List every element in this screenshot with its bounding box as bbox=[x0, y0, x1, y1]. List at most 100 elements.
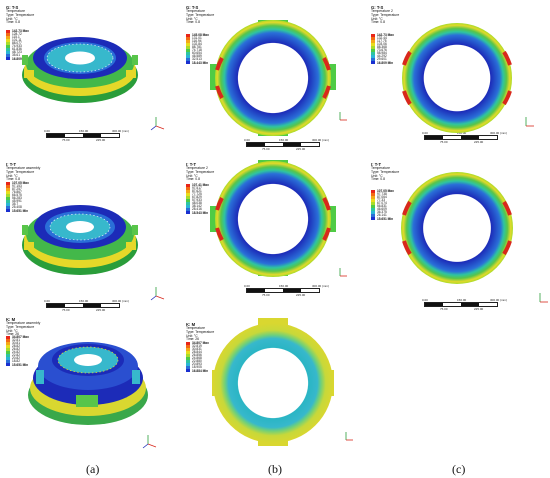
legend-value-label: 132.44 bbox=[377, 36, 387, 40]
legend-swatch bbox=[371, 193, 375, 196]
legend-swatch bbox=[186, 357, 190, 360]
legend-value-label: 77.725 bbox=[192, 192, 202, 196]
legend-value-label: 32.819 bbox=[192, 344, 202, 348]
legend-value-label: 58.984 bbox=[377, 51, 387, 55]
legend-value-label: 48.723 bbox=[12, 50, 22, 54]
legend-value-label: 61.836 bbox=[12, 47, 22, 51]
legend-value-label: 48.038 bbox=[192, 201, 202, 205]
legend-swatch bbox=[6, 200, 10, 203]
legend-swatch bbox=[186, 345, 190, 348]
panel-title: I: T-T bbox=[186, 162, 197, 167]
legend-swatch bbox=[186, 58, 190, 61]
legend-value-label: 45.991 bbox=[12, 199, 22, 203]
scale-bar-a1 bbox=[46, 133, 120, 138]
color-legend-b3 bbox=[186, 342, 190, 372]
panel-subtitle-line: Type: Temperature bbox=[186, 12, 215, 17]
panel-subtitle-line: Time: 26 bbox=[186, 337, 200, 342]
legend-swatch bbox=[6, 354, 10, 357]
legend-swatch bbox=[371, 214, 375, 217]
panel-title: K: M bbox=[6, 317, 16, 322]
legend-swatch bbox=[186, 348, 190, 351]
scale-label: 225.00 bbox=[96, 138, 106, 142]
legend-min-label: 18.543 Min bbox=[192, 211, 209, 215]
scale-label: 300.00 (mm) bbox=[312, 284, 330, 288]
legend-swatch bbox=[186, 202, 190, 205]
panel-subtitle-line: Unit: °C bbox=[186, 333, 198, 338]
legend-swatch bbox=[371, 205, 375, 208]
panel-subtitle-line: Unit: °C bbox=[371, 173, 383, 178]
panel-subtitle-line: Time: 26 bbox=[6, 332, 20, 337]
legend-swatch bbox=[6, 348, 10, 351]
scale-segment bbox=[265, 289, 283, 292]
axis-triad-a2 bbox=[150, 287, 165, 301]
legend-swatch bbox=[371, 49, 375, 52]
panel-header-c2: I: T-T Temperature Type: Temperature Unit: … bbox=[371, 162, 399, 182]
legend-swatch bbox=[186, 190, 190, 193]
legend-swatch bbox=[186, 205, 190, 208]
legend-swatch bbox=[6, 339, 10, 342]
legend-swatch bbox=[371, 58, 375, 61]
legend-swatch bbox=[186, 40, 190, 43]
panel-subtitle-line: Type: Temperature bbox=[6, 324, 35, 329]
legend-swatch bbox=[6, 39, 10, 42]
legend-value-label: 88.077 bbox=[12, 41, 22, 45]
panel-subtitle-line: Temperature 2 bbox=[371, 9, 393, 14]
panel-subtitle-line: Temperature 2 bbox=[186, 166, 208, 171]
legend-swatch bbox=[371, 40, 375, 43]
caption-b: (b) bbox=[268, 462, 282, 476]
panel-subtitle-line: Unit: °C bbox=[371, 16, 383, 21]
legend-value-label: 73.676 bbox=[377, 48, 387, 52]
legend-swatch bbox=[6, 194, 10, 197]
legend-swatch bbox=[186, 34, 190, 37]
legend-value-label: 117.75 bbox=[377, 39, 387, 43]
legend-swatch bbox=[6, 33, 10, 36]
panel-subtitle-line: Time: 0.8 bbox=[371, 177, 386, 182]
legend-swatch bbox=[186, 52, 190, 55]
legend-swatch bbox=[186, 187, 190, 190]
axis-triad-b3 bbox=[345, 432, 353, 441]
ring-c1 bbox=[402, 23, 512, 133]
panel-title: K: M bbox=[186, 322, 196, 327]
legend-swatch bbox=[371, 208, 375, 211]
clutch-3d-a3 bbox=[28, 342, 148, 425]
legend-value-label: 115.1 bbox=[12, 35, 20, 39]
scale-segment bbox=[247, 289, 265, 292]
legend-value-label: 66.575 bbox=[12, 193, 22, 197]
panel-subtitle-line: Time: 0.8 bbox=[6, 20, 21, 25]
panel-header-a2: I: T-T Temperature assembly Type: Temperat… bbox=[6, 162, 41, 182]
color-legend-a3 bbox=[6, 336, 10, 366]
legend-swatch bbox=[186, 184, 190, 187]
scale-segment bbox=[101, 134, 119, 137]
legend-swatch bbox=[6, 357, 10, 360]
axis-triad-b2 bbox=[339, 268, 347, 277]
panel-subtitle-line: Unit: °C bbox=[186, 173, 198, 178]
scale-bar-c2 bbox=[424, 302, 498, 307]
scale-bar-b2 bbox=[246, 288, 320, 293]
legend-max-label: 34.807 Max bbox=[12, 335, 29, 339]
panel-header-a1: G: T-S Temperature Type: Temperature Unit: … bbox=[6, 5, 34, 25]
legend-value-label: 18.905 bbox=[192, 365, 202, 369]
legend-swatch bbox=[186, 360, 190, 363]
panel-header-b3: K: M Temperature Type: Temperature Unit: °C… bbox=[186, 322, 214, 342]
legend-swatch bbox=[371, 211, 375, 214]
panel-subtitle-line: Temperature bbox=[371, 166, 391, 171]
panel-subtitle-line: Temperature bbox=[6, 9, 26, 14]
legend-value-label: 36.375 bbox=[377, 210, 387, 214]
legend-swatch bbox=[186, 43, 190, 46]
legend-swatch bbox=[186, 37, 190, 40]
legend-swatch bbox=[371, 43, 375, 46]
panel-subtitle-line: Temperature assembly bbox=[6, 166, 41, 171]
scale-segment bbox=[301, 289, 319, 292]
legend-max-label: 145.08 Max bbox=[192, 33, 209, 37]
legend-value-label: 26.141 bbox=[377, 213, 387, 217]
clutch-3d-a2 bbox=[22, 205, 138, 275]
scale-label: 150.00 bbox=[457, 298, 467, 302]
ring-c2 bbox=[401, 172, 513, 284]
panel-subtitle-line: Time: 0.8 bbox=[6, 177, 21, 182]
legend-value-label: 56.831 bbox=[377, 204, 387, 208]
legend-value-label: 44.292 bbox=[377, 54, 387, 58]
legend-swatch bbox=[6, 363, 10, 366]
scale-label: 225.00 bbox=[296, 293, 306, 297]
scale-label: 75.00 bbox=[440, 140, 448, 144]
legend-value-label: 26.82 bbox=[12, 347, 20, 351]
